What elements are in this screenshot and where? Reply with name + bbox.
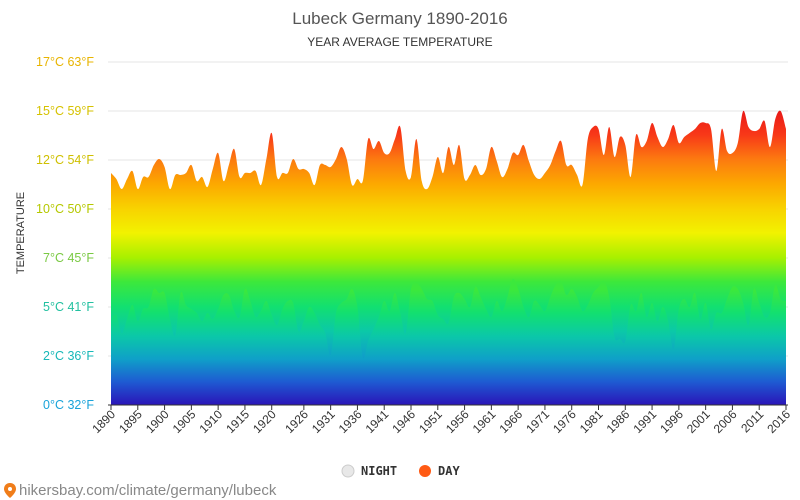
x-tick-label: 1936 (336, 407, 365, 436)
x-tick-label: 1931 (309, 407, 338, 436)
x-tick-label: 1926 (282, 407, 311, 436)
map-pin-icon-dot (8, 487, 12, 491)
x-tick-label: 2001 (684, 407, 713, 436)
x-tick-label: 1966 (496, 407, 525, 436)
x-tick-label: 2011 (738, 407, 766, 435)
x-tick-label: 1981 (577, 407, 606, 436)
legend-night-label: NIGHT (361, 464, 397, 478)
x-tick-label: 1946 (389, 407, 418, 436)
series-areas (111, 110, 786, 406)
x-tick-label: 1910 (196, 407, 225, 436)
legend: NIGHT DAY (341, 464, 460, 478)
x-tick-label: 1976 (550, 407, 579, 436)
legend-day-label: DAY (438, 464, 460, 478)
y-tick-label: 17°C 63°F (36, 55, 94, 69)
y-tick-label: 7°C 45°F (43, 251, 94, 265)
y-tick-label: 0°C 32°F (43, 398, 94, 412)
x-tick-label: 1900 (143, 407, 172, 436)
y-tick-label: 12°C 54°F (36, 153, 94, 167)
legend-day-marker (419, 465, 431, 477)
x-tick-label: 1971 (523, 407, 552, 436)
y-tick-label: 5°C 41°F (43, 300, 94, 314)
x-tick-label: 1996 (657, 407, 686, 436)
x-tick-label: 1961 (470, 407, 499, 436)
y-tick-label: 2°C 36°F (43, 349, 94, 363)
y-tick-label: 10°C 50°F (36, 202, 94, 216)
x-tick-label: 1920 (250, 407, 279, 436)
legend-item-night[interactable]: NIGHT (341, 464, 397, 478)
x-tick-label: 1905 (170, 407, 199, 436)
x-tick-label: 1941 (363, 407, 392, 436)
x-tick-label: 1895 (116, 407, 145, 436)
x-tick-label: 1991 (630, 407, 659, 436)
x-tick-label: 1951 (416, 407, 445, 436)
source-credit[interactable]: hikersbay.com/climate/germany/lubeck (4, 482, 277, 499)
y-axis-ticks: 0°C 32°F 2°C 36°F 5°C 41°F 7°C 45°F 10°C 50°… (36, 55, 94, 412)
chart-subtitle: YEAR AVERAGE TEMPERATURE (307, 35, 492, 49)
x-tick-label: 1986 (604, 407, 633, 436)
y-axis-label: TEMPERATURE (15, 192, 27, 274)
legend-night-marker (341, 464, 355, 478)
x-tick-label: 2016 (764, 407, 793, 436)
y-tick-label: 15°C 59°F (36, 104, 94, 118)
x-tick-label: 2006 (711, 407, 740, 436)
x-tick-label: 1956 (443, 407, 472, 436)
chart-title: Lubeck Germany 1890-2016 (292, 9, 507, 28)
x-tick-label: 1915 (223, 407, 252, 436)
series-night-area[interactable] (111, 278, 786, 405)
source-link[interactable]: hikersbay.com/climate/germany/lubeck (19, 482, 277, 499)
legend-item-day[interactable]: DAY (419, 464, 460, 478)
